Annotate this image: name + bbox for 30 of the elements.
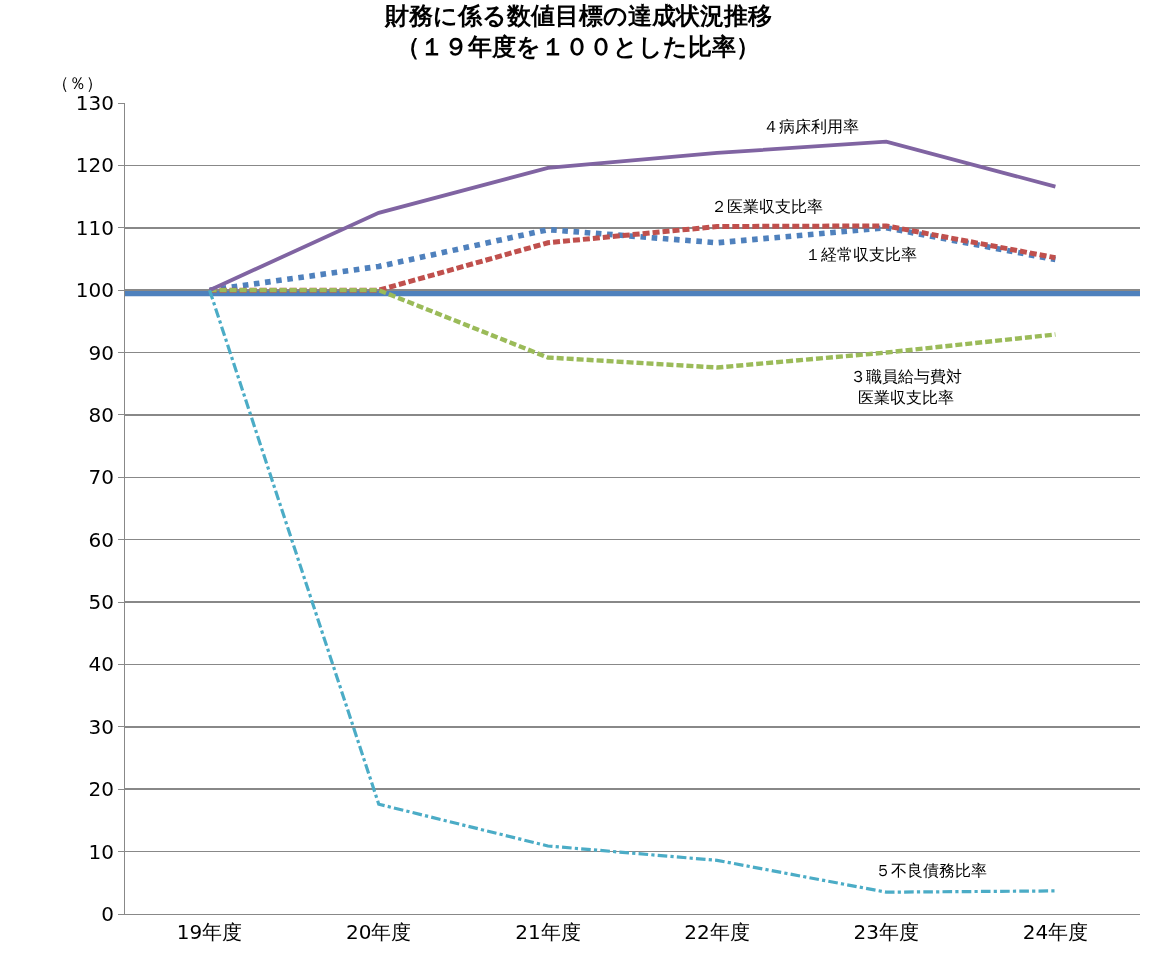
x-tick-label: 23年度 xyxy=(853,920,919,944)
y-tick-label: 10 xyxy=(88,839,114,864)
y-tick-label: 30 xyxy=(88,714,114,739)
x-tick-label: 24年度 xyxy=(1022,920,1089,944)
y-tick-label: 110 xyxy=(75,215,114,240)
x-tick-label: 20年度 xyxy=(346,920,412,944)
chart-title: 財務に係る数値目標の達成状況推移 xyxy=(383,2,772,31)
line-series xyxy=(207,139,1058,293)
y-tick-label: 70 xyxy=(88,465,114,490)
y-tick-label: 0 xyxy=(101,902,114,926)
y-tick-label: 50 xyxy=(88,590,114,615)
y-tick-label: 20 xyxy=(88,777,114,802)
chart-subtitle: （１９年度を１００とした比率） xyxy=(396,33,760,62)
x-tick-label: 22年度 xyxy=(684,920,750,944)
series-label: ４病床利用率 xyxy=(763,117,859,136)
series-label: ３職員給与費対医業収支比率 xyxy=(850,367,962,407)
line-series xyxy=(207,288,1058,894)
series-label: ２医業収支比率 xyxy=(711,197,823,216)
y-tick-label: 120 xyxy=(75,153,114,178)
series-label: ５不良債務比率 xyxy=(875,861,987,880)
y-tick-label: 90 xyxy=(88,340,114,365)
y-tick-label: 80 xyxy=(88,402,114,427)
x-tick-label: 21年度 xyxy=(515,920,581,944)
y-tick-label: 40 xyxy=(88,652,114,677)
y-tick-label: 130 xyxy=(75,91,114,115)
x-tick-label: 19年度 xyxy=(176,920,243,944)
y-tick-label: 100 xyxy=(75,278,114,303)
y-tick-label: 60 xyxy=(88,527,114,552)
y-axis-title: （％） xyxy=(52,73,103,93)
series-label: １経常収支比率 xyxy=(805,245,917,264)
